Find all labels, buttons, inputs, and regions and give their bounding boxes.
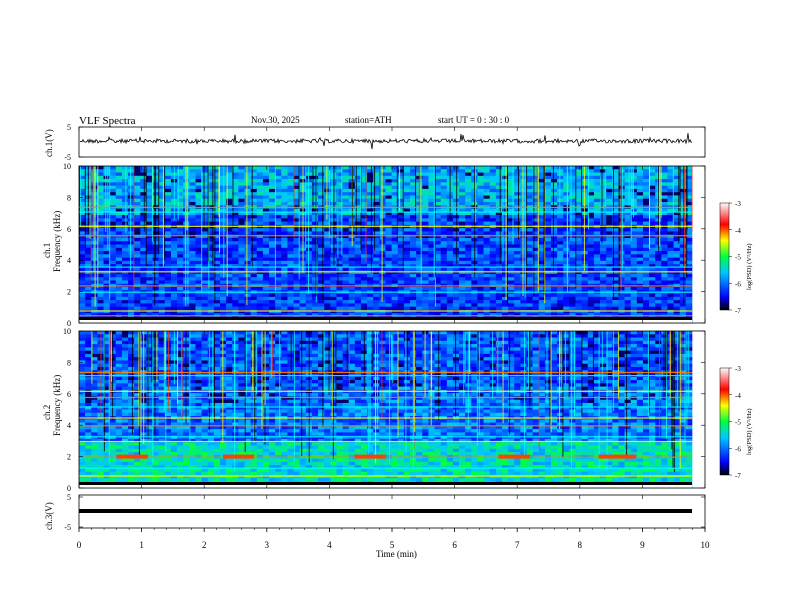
ch2-spec-ytick: 8: [67, 358, 71, 367]
figure-title: VLF Spectra: [79, 115, 136, 127]
x-tick-label: 3: [265, 540, 270, 550]
ch2-spectrogram-image: [79, 331, 705, 489]
ch3-wave-ylabel: ch.3(V): [44, 502, 54, 530]
start-time-label: start UT = 0 : 30 : 0: [438, 115, 510, 125]
colorbar-tick-label: -3: [735, 200, 741, 208]
x-tick-label: 5: [390, 540, 395, 550]
colorbar-tick-label: -4: [735, 392, 741, 400]
x-tick-label: 6: [452, 540, 457, 550]
colorbar-tick-label: -4: [735, 227, 741, 235]
x-tick-label: 9: [640, 540, 645, 550]
colorbar-tick-label: -7: [735, 472, 741, 480]
ch1-spec-ylabel-top: ch.1: [42, 243, 52, 258]
colorbar-tick-label: -5: [735, 419, 741, 427]
ch1-waveform-panel: [78, 126, 706, 158]
colorbar-tick-label: -7: [735, 307, 741, 315]
ch3-wave-ytick: 5: [67, 493, 71, 502]
colorbar-tick-label: -5: [735, 254, 741, 262]
x-tick-label: 8: [578, 540, 583, 550]
x-tick-label: 10: [701, 540, 711, 550]
x-tick-label: 0: [77, 540, 82, 550]
ch2-spec-ylabel-top: ch.2: [42, 405, 52, 420]
station-label: station=ATH: [345, 115, 392, 125]
ch2-colorbar-label: log(PSD) (V²/Hz): [746, 408, 753, 455]
x-tick-label: 1: [139, 540, 144, 550]
ch2-spec-ytick: 4: [67, 421, 71, 430]
x-tick-label: 4: [327, 540, 332, 550]
ch1-spectrogram-panel: [78, 165, 706, 324]
x-tick-label: 7: [515, 540, 520, 550]
x-tick-label: 2: [202, 540, 207, 550]
ch3-waveform-panel: [78, 494, 706, 529]
ch1-spectrogram-image: [79, 166, 705, 324]
ch1-spec-ytick: 10: [63, 162, 71, 171]
ch1-waveform-trace: [79, 133, 693, 150]
ch1-colorbar: log(PSD) (V²/Hz) -3 -4 -5 -6 -7: [719, 200, 753, 315]
colorbar-tick-label: -3: [735, 365, 741, 373]
ch1-spec-ylabel: Frequency (kHz): [52, 211, 62, 272]
colorbar-tick-label: -6: [735, 280, 741, 288]
ch3-wave-ytick: -5: [64, 523, 71, 532]
ch1-spec-ytick: 2: [67, 288, 71, 297]
ch1-wave-ylabel: ch.1(V): [44, 129, 54, 157]
colorbar-tick-label: -6: [735, 445, 741, 453]
ch2-spec-ytick: 6: [67, 390, 71, 399]
ch2-spectrogram-panel: [78, 330, 706, 489]
ch1-spec-ytick: 8: [67, 193, 71, 202]
date-label: Nov.30, 2025: [251, 115, 300, 125]
ch3-waveform-trace: [79, 509, 692, 513]
ch1-spec-ytick: 4: [67, 256, 71, 265]
ch2-spec-ytick: 0: [67, 484, 71, 493]
ch2-colorbar: log(PSD) (V²/Hz) -3 -4 -5 -6 -7: [719, 365, 753, 480]
x-axis-ticks: 0 1 2 3 4 5 6 7 8 9 10: [77, 127, 710, 550]
ch2-spec-ytick: 10: [63, 327, 71, 336]
ch1-wave-ytick: 5: [67, 123, 71, 132]
ch2-spec-ylabel: Frequency (kHz): [52, 375, 62, 436]
ch1-spec-ytick: 6: [67, 225, 71, 234]
ch1-colorbar-label: log(PSD) (V²/Hz): [746, 243, 753, 290]
x-axis-label: Time (min): [376, 549, 417, 559]
ch1-wave-ytick: -5: [64, 153, 71, 162]
ch1-spec-ytick: 0: [67, 319, 71, 328]
ch2-spec-ytick: 2: [67, 453, 71, 462]
